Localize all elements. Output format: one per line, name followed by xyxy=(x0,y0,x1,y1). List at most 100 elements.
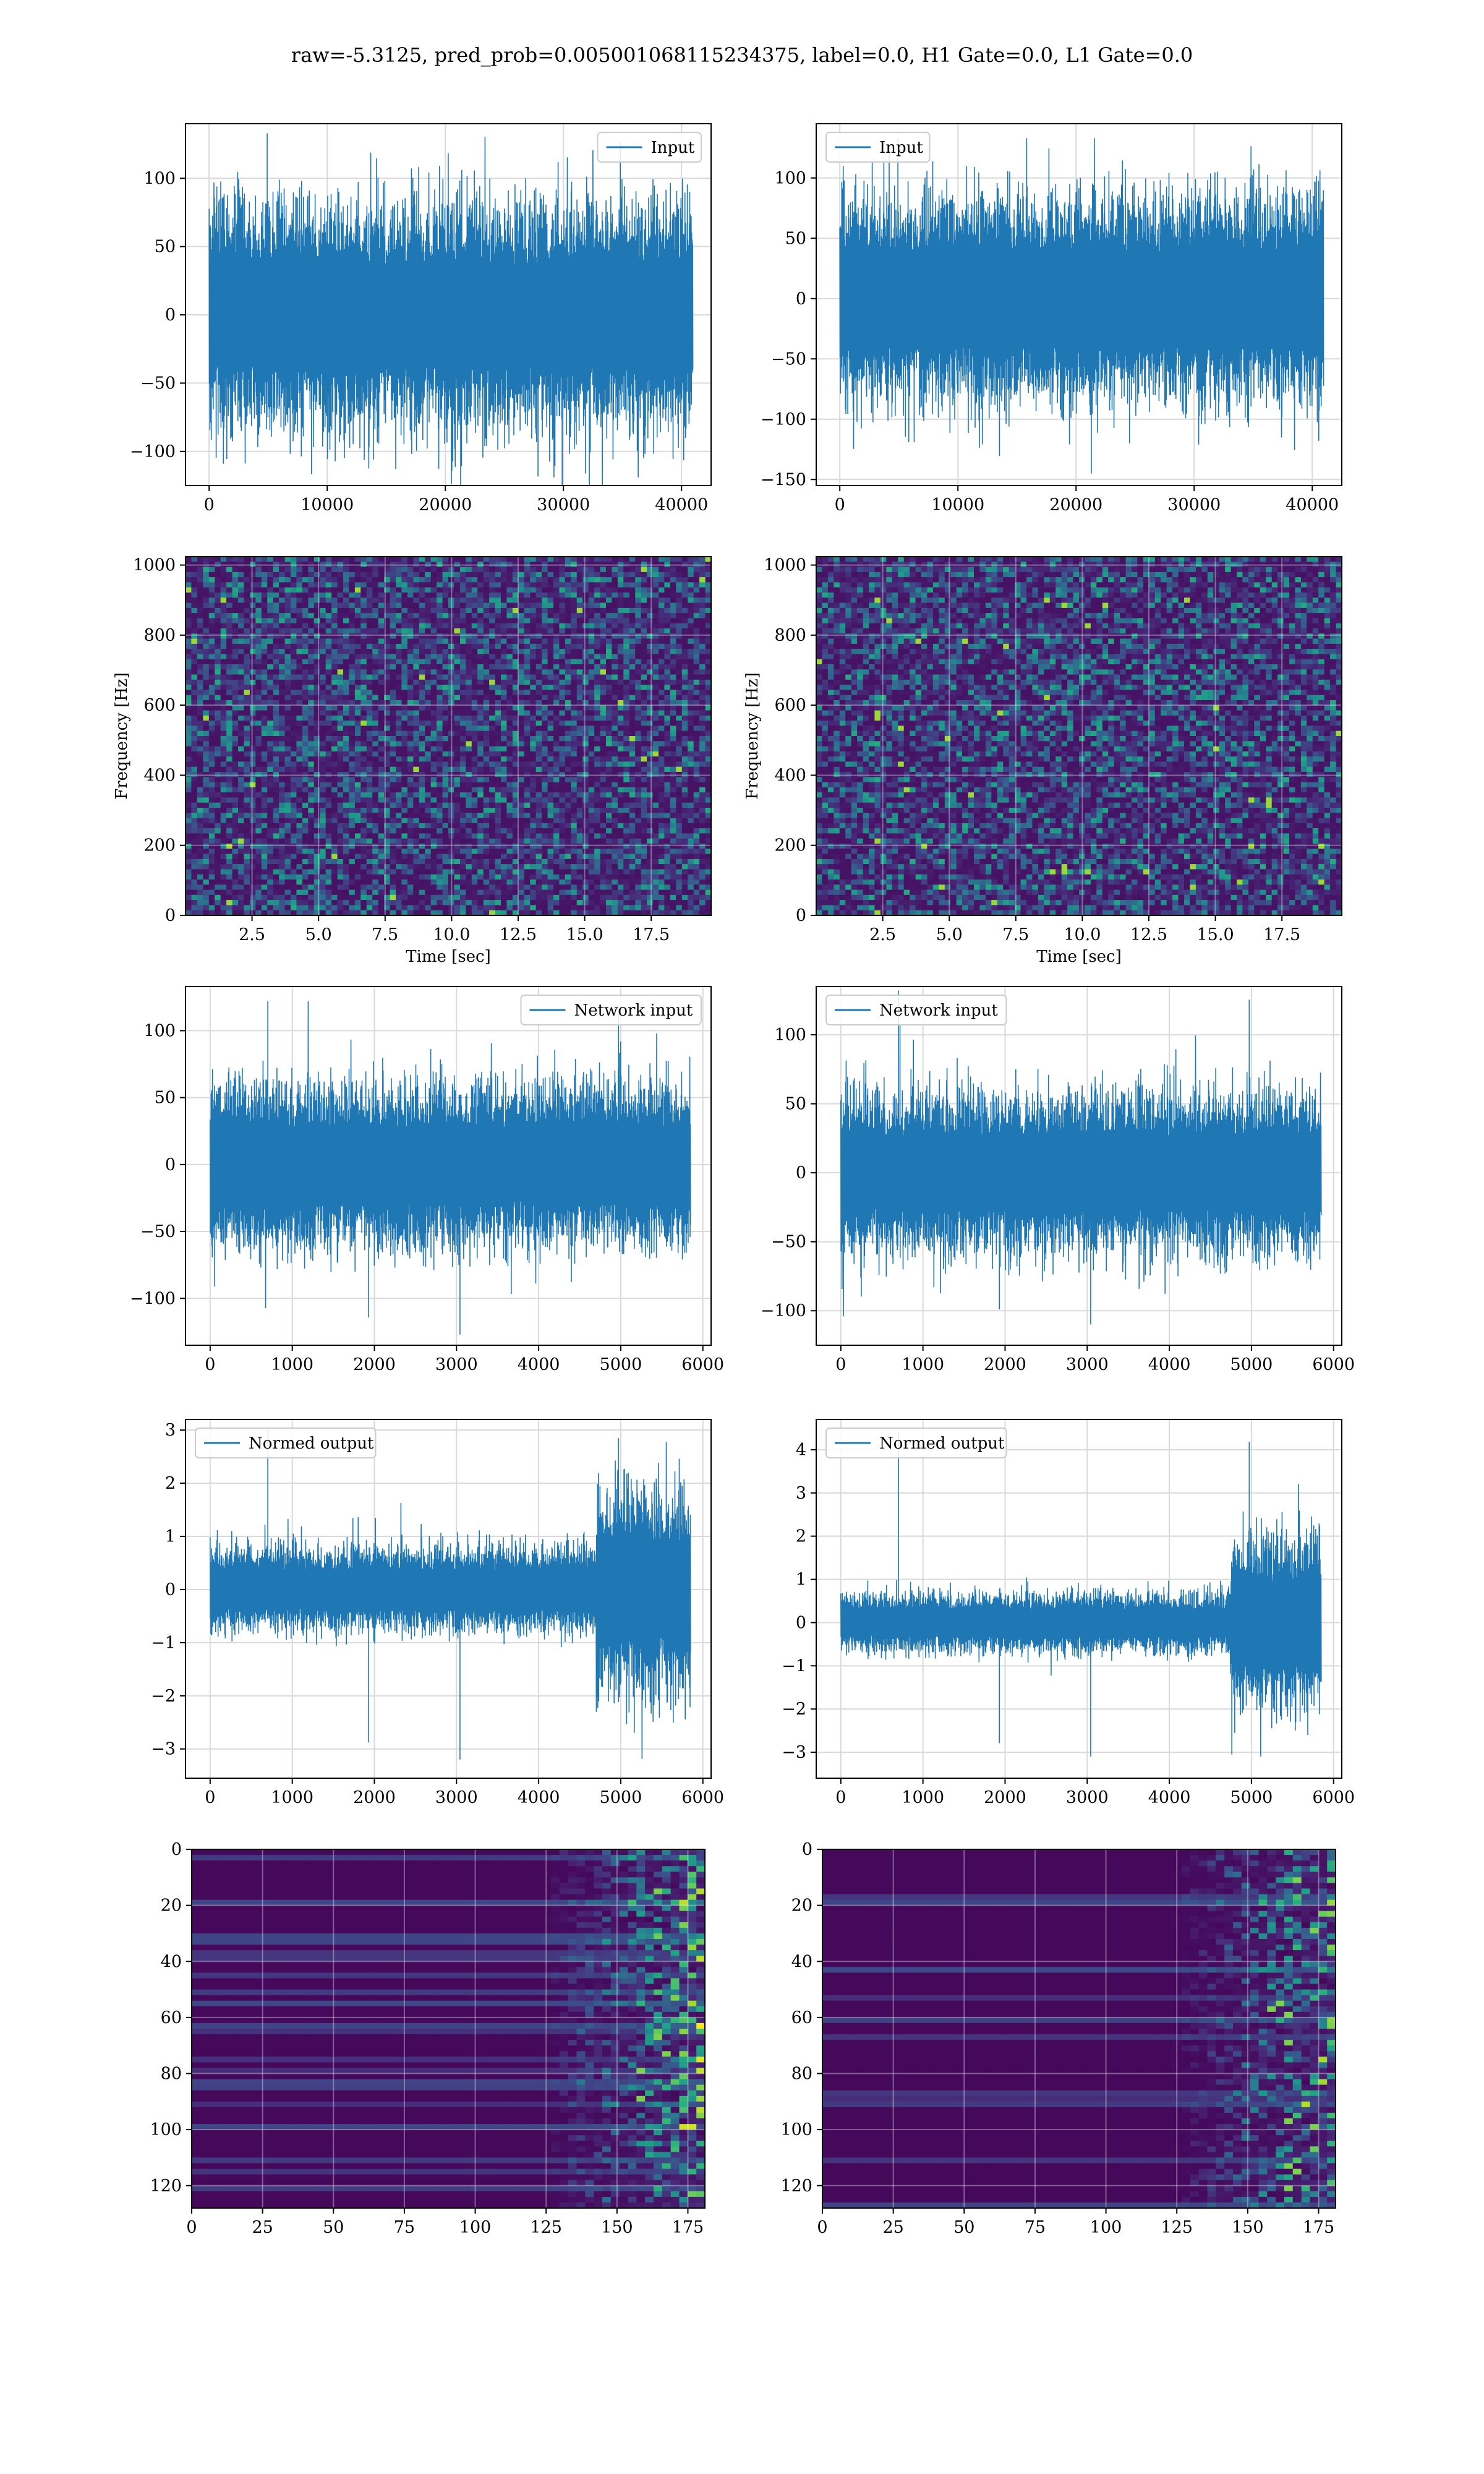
heatmap-cell xyxy=(506,679,513,685)
heatmap-cell xyxy=(565,577,571,583)
heatmap-cell xyxy=(530,649,537,654)
heatmap-cell xyxy=(512,823,519,829)
heatmap-cell xyxy=(419,715,425,721)
heatmap-cell xyxy=(302,766,309,773)
heatmap-cell xyxy=(571,751,578,757)
heatmap-cell xyxy=(600,577,607,583)
heatmap-cell xyxy=(501,685,507,690)
heatmap-cell xyxy=(559,823,566,829)
heatmap-cell xyxy=(617,710,624,716)
heatmap-cell xyxy=(232,787,239,793)
heatmap-cell xyxy=(279,792,286,798)
heatmap-cell xyxy=(448,649,454,654)
heatmap-cell xyxy=(413,828,420,834)
heatmap-cell xyxy=(296,613,303,618)
heatmap-cell xyxy=(191,746,198,752)
heatmap-cell xyxy=(612,679,618,685)
heatmap-cell xyxy=(565,593,571,598)
heatmap-cell xyxy=(559,664,566,670)
heatmap-cell xyxy=(413,761,420,768)
heatmap-cell xyxy=(524,787,531,793)
heatmap-cell xyxy=(366,761,373,768)
heatmap-cell xyxy=(425,710,432,716)
heatmap-cell xyxy=(279,607,286,614)
heatmap-cell xyxy=(320,633,326,640)
heatmap-cell xyxy=(331,705,338,711)
heatmap-cell xyxy=(203,643,210,649)
heatmap-cell xyxy=(553,730,560,737)
heatmap-cell xyxy=(191,607,198,614)
heatmap-cell xyxy=(664,664,671,670)
heatmap-cell xyxy=(623,721,630,726)
heatmap-cell xyxy=(459,705,466,711)
heatmap-cell xyxy=(635,623,642,629)
heatmap-cell xyxy=(670,628,676,634)
heatmap-cell xyxy=(542,649,548,654)
heatmap-cell xyxy=(291,695,297,701)
heatmap-cell xyxy=(512,567,519,573)
heatmap-cell xyxy=(659,628,665,634)
heatmap-cell xyxy=(349,818,356,824)
heatmap-cell xyxy=(226,761,233,768)
heatmap-cell xyxy=(629,607,636,614)
heatmap-cell xyxy=(284,730,291,737)
heatmap-cell xyxy=(582,695,589,701)
heatmap-cell xyxy=(267,782,274,788)
heatmap-cell xyxy=(238,582,244,588)
heatmap-cell xyxy=(518,602,525,609)
heatmap-cell xyxy=(425,638,432,644)
heatmap-cell xyxy=(226,587,233,593)
heatmap-cell xyxy=(635,679,642,685)
heatmap-cell xyxy=(594,685,601,690)
heatmap-cell xyxy=(501,674,507,680)
heatmap-cell xyxy=(220,674,227,680)
heatmap-cell xyxy=(354,710,361,716)
heatmap-cell xyxy=(617,690,624,696)
heatmap-cell xyxy=(559,695,566,701)
heatmap-cell xyxy=(226,690,233,696)
heatmap-cell xyxy=(535,649,542,654)
heatmap-cell xyxy=(542,593,548,598)
heatmap-cell xyxy=(354,654,361,660)
heatmap-cell xyxy=(407,766,414,773)
heatmap-cell xyxy=(483,679,490,685)
heatmap-cell xyxy=(273,695,279,701)
heatmap-cell xyxy=(390,674,396,680)
heatmap-cell xyxy=(501,659,507,665)
heatmap-cell xyxy=(308,782,315,788)
heatmap-cell xyxy=(471,602,478,609)
heatmap-cell xyxy=(547,571,554,578)
heatmap-cell xyxy=(448,685,454,690)
heatmap-cell xyxy=(320,736,326,742)
heatmap-cell xyxy=(681,700,688,706)
heatmap-cell xyxy=(699,813,706,819)
heatmap-cell xyxy=(688,643,694,649)
heatmap-cell xyxy=(506,597,513,604)
heatmap-cell xyxy=(459,710,466,716)
heatmap-cell xyxy=(279,741,286,747)
heatmap-cell xyxy=(208,730,215,737)
heatmap-cell xyxy=(565,602,571,609)
heatmap-cell xyxy=(186,628,192,634)
heatmap-cell xyxy=(571,593,578,598)
heatmap-cell xyxy=(600,633,607,640)
heatmap-cell xyxy=(641,633,647,640)
heatmap-cell xyxy=(559,715,566,721)
heatmap-cell xyxy=(693,751,700,757)
heatmap-cell xyxy=(681,736,688,742)
heatmap-cell xyxy=(454,741,461,747)
heatmap-cell xyxy=(471,736,478,742)
heatmap-cell xyxy=(483,597,490,604)
heatmap-cell xyxy=(448,643,454,649)
heatmap-cell xyxy=(594,726,601,732)
heatmap-cell xyxy=(477,823,484,829)
heatmap-cell xyxy=(320,695,326,701)
heatmap-cell xyxy=(495,571,501,578)
heatmap-cell xyxy=(325,772,332,777)
heatmap-cell xyxy=(186,721,192,726)
heatmap-cell xyxy=(681,577,688,583)
heatmap-cell xyxy=(232,705,239,711)
heatmap-cell xyxy=(425,777,432,783)
heatmap-cell xyxy=(313,833,320,839)
heatmap-cell xyxy=(612,587,618,593)
